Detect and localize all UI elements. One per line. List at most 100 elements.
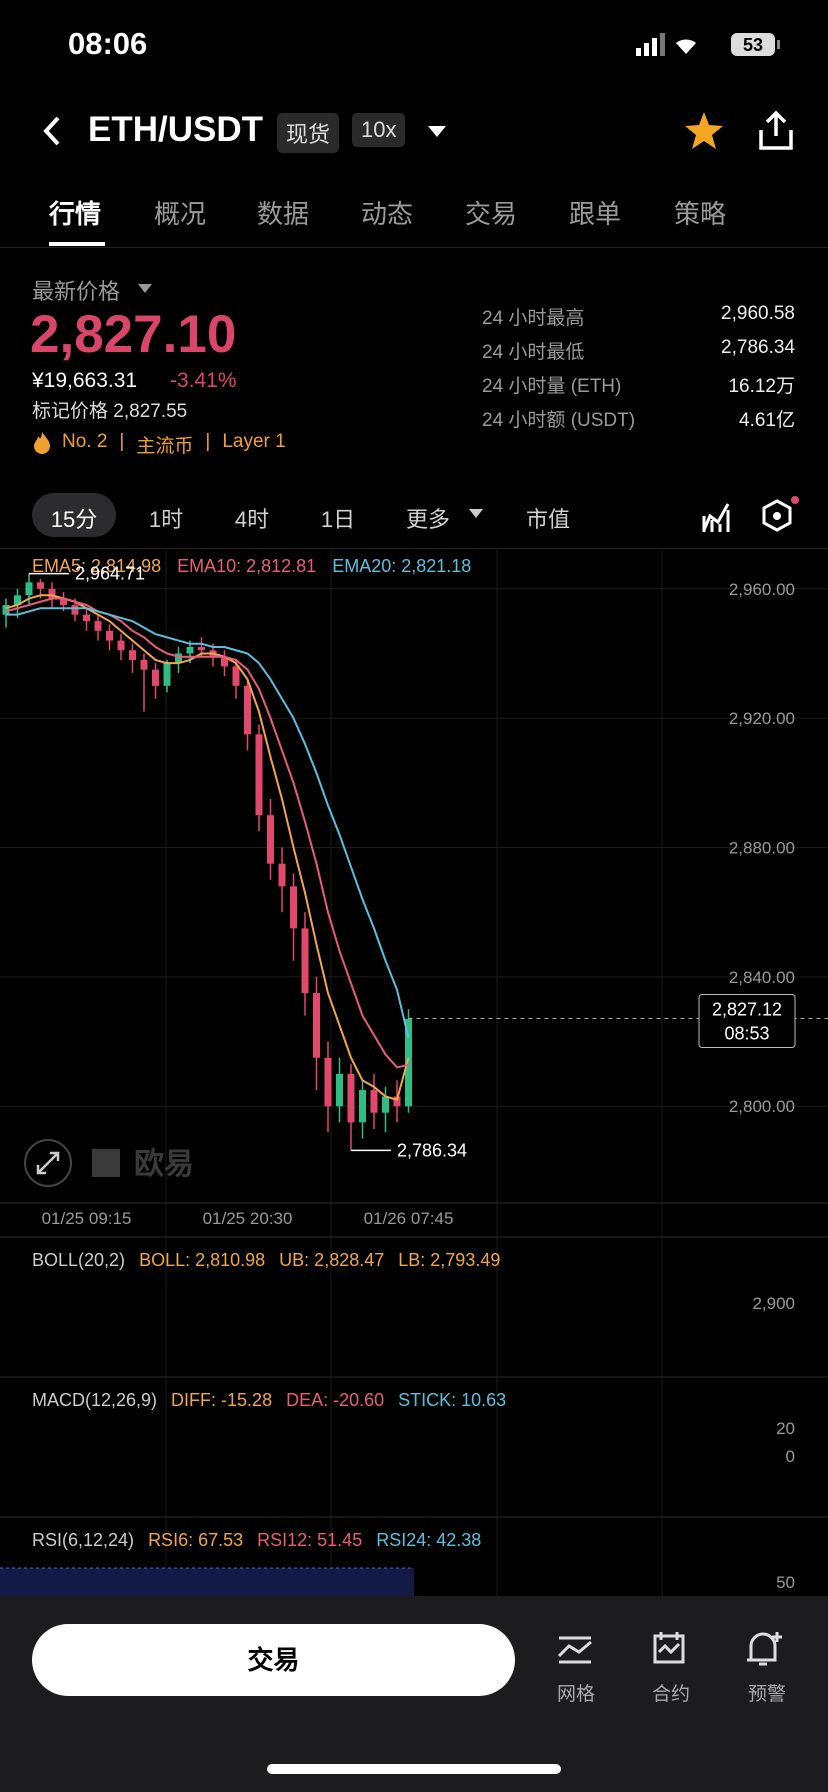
indicator-axis-label: 0	[785, 1447, 795, 1466]
ema-legend-item: EMA10: 2,812.81	[177, 556, 317, 576]
y-tick-label: 2,920.00	[729, 709, 795, 728]
last-price-box	[698, 994, 796, 1049]
candle-body	[324, 1057, 332, 1107]
candle-body	[359, 1090, 366, 1123]
indicator-value: BOLL: 2,810.98	[139, 1250, 266, 1270]
stat-label: 24 小时额 (USDT)	[482, 410, 636, 431]
tag: Layer 1	[222, 431, 286, 452]
indicator-title[interactable]: BOLL(20,2)	[32, 1250, 126, 1270]
interval[interactable]: 更多	[405, 507, 451, 532]
indicator-legend: BOLL(20,2) BOLL: 2,810.98 UB: 2,828.47 LB: …	[32, 1250, 500, 1271]
indicator-title[interactable]: RSI(6,12,24)	[32, 1530, 135, 1550]
mark-price: 标记价格 2,827.55	[32, 401, 188, 422]
indicator-value: RSI12: 51.45	[257, 1530, 363, 1550]
pair-name: ETH/USDT	[88, 110, 263, 149]
indicator-value: DEA: -20.60	[286, 1390, 385, 1410]
trade-button[interactable]: 交易	[32, 1624, 515, 1696]
leverage-badge: 10x	[352, 113, 406, 147]
tab[interactable]: 策略	[673, 199, 727, 229]
bottom-item[interactable]: 合约	[651, 1684, 691, 1705]
x-tick-label: 01/25 20:30	[203, 1209, 293, 1228]
candle-body	[301, 928, 309, 994]
flame-icon	[34, 432, 50, 454]
status-icons: 53	[636, 33, 780, 56]
candle-body	[14, 595, 21, 605]
candle-body	[129, 650, 136, 660]
tab[interactable]: 数据	[256, 199, 310, 229]
stat-label: 24 小时最低	[482, 342, 585, 363]
share-button[interactable]	[755, 110, 797, 152]
y-tick-label: 2,840.00	[729, 968, 795, 987]
candle-body	[313, 993, 320, 1058]
divider	[0, 548, 828, 549]
candle-body	[163, 663, 171, 686]
candle-body	[347, 1073, 355, 1123]
stat-value: 4.61亿	[739, 410, 795, 431]
bottom-item[interactable]: 预警	[747, 1684, 787, 1705]
interval[interactable]: 1日	[320, 507, 356, 532]
stat-label: 24 小时量 (ETH)	[482, 376, 622, 397]
candle-body	[244, 685, 251, 735]
back-button[interactable]	[38, 114, 68, 148]
chart-tools[interactable]	[700, 496, 800, 536]
interval[interactable]: 1时	[148, 507, 184, 532]
indicator-title[interactable]: MACD(12,26,9)	[32, 1390, 158, 1410]
price-label: 最新价格	[32, 279, 121, 304]
tab[interactable]: 行情	[48, 199, 102, 229]
candle-body	[106, 630, 113, 641]
interval[interactable]: 15分	[50, 507, 98, 532]
bottom-icons	[557, 1632, 782, 1666]
stat-label: 24 小时最高	[482, 308, 585, 329]
candle-body	[370, 1090, 378, 1113]
ema-legend: EMA5: 2,814.98 EMA10: 2,812.81 EMA20: 2,82…	[32, 556, 471, 577]
tab[interactable]: 跟单	[568, 199, 622, 229]
candle-body	[83, 614, 90, 622]
rsi-band	[0, 1568, 414, 1596]
expand-button	[24, 1139, 72, 1187]
candle-body	[60, 598, 67, 605]
pair-dropdown[interactable]	[426, 124, 448, 138]
indicator-axis-label: 2,900	[752, 1294, 795, 1313]
stat-value: 16.12万	[728, 376, 795, 397]
candle-body	[405, 1018, 412, 1107]
battery-level: 53	[743, 35, 763, 55]
indicator-value: RSI6: 67.53	[148, 1530, 244, 1550]
interval[interactable]: 4时	[234, 507, 270, 532]
price-change: -3.41%	[170, 369, 237, 392]
more-dropdown[interactable]	[468, 508, 484, 520]
indicator-legend: RSI(6,12,24) RSI6: 67.53 RSI12: 51.45 RSI24…	[32, 1530, 481, 1551]
ema-line	[6, 607, 410, 1038]
indicator-axis-label: 50	[776, 1573, 795, 1592]
bottom-item[interactable]: 网格	[556, 1684, 596, 1705]
y-tick-label: 2,880.00	[729, 839, 795, 858]
candle-body	[48, 588, 56, 599]
interval[interactable]: 市值	[525, 507, 571, 532]
stat-value: 2,786.34	[721, 337, 795, 358]
tag: 主流币	[136, 436, 194, 457]
watermark: 欧易	[134, 1148, 194, 1181]
candle-body	[221, 656, 228, 667]
favorite-star[interactable]	[683, 110, 725, 152]
price-dropdown[interactable]	[137, 283, 153, 295]
candle-body	[382, 1096, 389, 1113]
tab[interactable]: 概况	[153, 199, 207, 229]
x-tick-label: 01/25 09:15	[42, 1209, 132, 1228]
last-price: 2,827.10	[30, 305, 237, 364]
indicator-value: STICK: 10.63	[398, 1390, 507, 1410]
indicator-axis-label: 20	[776, 1419, 795, 1438]
candle-body	[71, 604, 79, 615]
ema-legend-item: EMA20: 2,821.18	[332, 556, 472, 576]
status-time: 08:06	[68, 26, 148, 61]
tab[interactable]: 交易	[464, 199, 518, 229]
tag-row: No. 2 | 主流币 | Layer 1	[62, 431, 286, 458]
candle-body	[2, 604, 10, 615]
candle-body	[117, 640, 125, 651]
extreme-label: 2,964.71	[75, 564, 145, 584]
indicator-legend: MACD(12,26,9) DIFF: -15.28 DEA: -20.60 STIC…	[32, 1390, 506, 1411]
home-indicator	[267, 1764, 561, 1774]
cny-price: ¥19,663.31	[32, 369, 138, 392]
candle-body	[94, 621, 102, 631]
interval-selected	[32, 493, 116, 537]
tab[interactable]: 动态	[360, 199, 414, 229]
